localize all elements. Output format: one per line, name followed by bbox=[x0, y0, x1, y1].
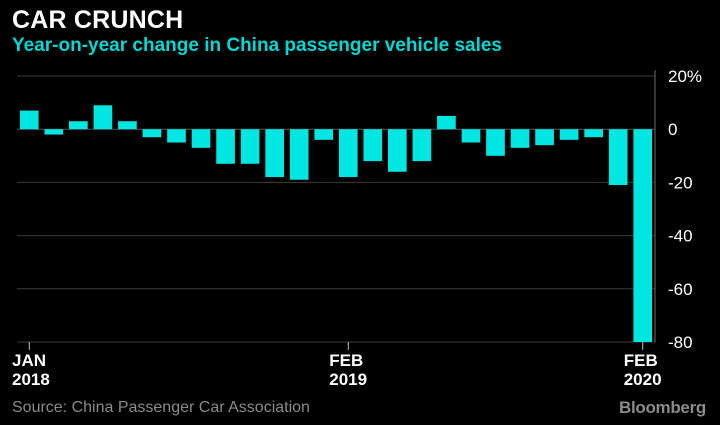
bar bbox=[559, 129, 579, 140]
bar bbox=[535, 129, 554, 146]
bar bbox=[584, 129, 603, 138]
bar bbox=[142, 129, 162, 138]
bar bbox=[461, 129, 481, 143]
y-tick-label: 0 bbox=[668, 120, 677, 139]
chart-subtitle: Year-on-year change in China passenger v… bbox=[12, 35, 502, 56]
bar bbox=[69, 121, 88, 130]
bar bbox=[486, 129, 505, 156]
bar bbox=[93, 105, 113, 130]
bar bbox=[412, 129, 432, 162]
bar bbox=[363, 129, 383, 162]
y-tick-label: -80 bbox=[668, 333, 693, 352]
bar bbox=[608, 129, 628, 186]
bar bbox=[388, 129, 407, 172]
bar bbox=[19, 110, 39, 130]
y-tick-label: 20% bbox=[668, 67, 702, 86]
bar bbox=[265, 129, 284, 178]
bar bbox=[240, 129, 260, 164]
bar bbox=[191, 129, 211, 148]
bloomberg-logo: Bloomberg bbox=[618, 398, 706, 417]
bar bbox=[216, 129, 235, 164]
x-tick-label: FEB 2019 bbox=[329, 351, 368, 389]
chart-title: CAR CRUNCH bbox=[12, 6, 184, 34]
bar bbox=[289, 129, 309, 180]
bar bbox=[510, 129, 530, 148]
bar bbox=[314, 129, 334, 140]
bar bbox=[118, 121, 137, 130]
y-tick-label: -60 bbox=[668, 280, 693, 299]
bar bbox=[633, 129, 653, 342]
bar bbox=[338, 129, 358, 178]
y-tick-label: -20 bbox=[668, 173, 693, 192]
source-note: Source: China Passenger Car Association bbox=[12, 399, 310, 416]
bar bbox=[44, 129, 64, 135]
x-tick-label: JAN 2018 bbox=[12, 351, 50, 389]
y-tick-label: -40 bbox=[668, 227, 693, 246]
bar bbox=[167, 129, 186, 143]
x-tick-label: FEB 2020 bbox=[623, 351, 662, 389]
bar bbox=[437, 115, 456, 130]
